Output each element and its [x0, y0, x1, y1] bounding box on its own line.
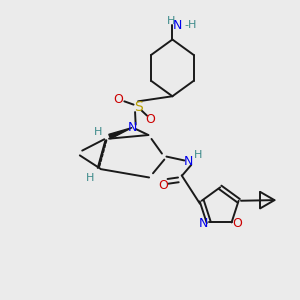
- Text: -H: -H: [184, 20, 196, 30]
- Text: H: H: [94, 127, 102, 137]
- Text: H: H: [194, 150, 202, 161]
- Text: N: N: [184, 155, 194, 168]
- Text: S: S: [134, 100, 142, 114]
- Text: O: O: [146, 113, 155, 126]
- Text: N: N: [199, 217, 208, 230]
- Text: O: O: [158, 179, 168, 192]
- Polygon shape: [109, 128, 132, 139]
- Text: H: H: [167, 16, 176, 26]
- Text: N: N: [128, 121, 137, 134]
- Text: O: O: [113, 93, 123, 106]
- Text: H: H: [86, 173, 94, 183]
- Text: O: O: [232, 217, 242, 230]
- Text: N: N: [173, 19, 182, 32]
